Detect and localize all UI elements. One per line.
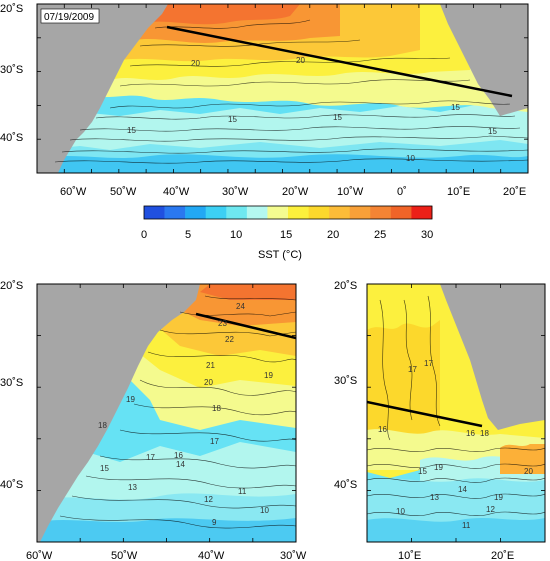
- colorbar-swatch: [390, 206, 412, 219]
- contour-label: 17: [210, 437, 219, 446]
- contour-label: 10: [406, 154, 415, 163]
- contour-label: 13: [430, 493, 439, 502]
- colorbar-tick-label: 30: [421, 229, 433, 241]
- lon-label: 30˚W: [280, 550, 307, 561]
- lon-label: 20˚W: [282, 186, 309, 198]
- lon-label: 10˚W: [337, 186, 364, 198]
- colorbar-tick-label: 25: [374, 229, 386, 241]
- contour-label: 19: [434, 463, 443, 472]
- colorbar-swatch: [370, 206, 392, 219]
- lon-label: 20˚E: [491, 550, 514, 561]
- contour-label: 18: [98, 421, 107, 430]
- date-label-box: 07/19/2009: [40, 8, 100, 24]
- contour-label: 20: [524, 467, 533, 476]
- contour-label: 10: [260, 506, 269, 515]
- contour-label: 15: [451, 103, 460, 112]
- contour-label: 16: [466, 429, 475, 438]
- lon-label: 10˚E: [398, 550, 421, 561]
- contour-label: 18: [212, 404, 221, 413]
- contour-label: 15: [228, 115, 237, 124]
- contour-label: 15: [127, 126, 136, 135]
- colorbar-tick-label: 20: [327, 229, 339, 241]
- contour-label: 15: [418, 467, 427, 476]
- lon-label: 60˚W: [26, 550, 53, 561]
- contour-label: 17: [146, 453, 155, 462]
- lon-label: 30˚W: [222, 186, 249, 198]
- colorbar-swatch: [226, 206, 248, 219]
- contour-label: 14: [176, 460, 185, 469]
- colorbar-swatch: [308, 206, 330, 219]
- lat-label: 40˚S: [0, 479, 23, 491]
- contour-label: 10: [396, 507, 405, 516]
- contour-label: 17: [424, 359, 433, 368]
- contour-label: 20: [296, 56, 305, 65]
- lon-label: 40˚W: [163, 186, 190, 198]
- contour-label: 15: [100, 464, 109, 473]
- contour-label: 15: [333, 113, 342, 122]
- contour-label: 20: [204, 378, 213, 387]
- contour-label: 16: [378, 425, 387, 434]
- colorbar-title: SST (°C): [258, 249, 302, 261]
- lon-label: 10˚E: [447, 186, 470, 198]
- lat-label: 20˚S: [0, 280, 23, 292]
- contour-label: 19: [494, 493, 503, 502]
- top-map-panel: 07/19/2009 20 20 15 15 15 15 10 15 20˚S …: [0, 3, 529, 198]
- colorbar-tick-label: 5: [185, 229, 191, 241]
- lon-label: 20˚E: [503, 186, 526, 198]
- contour-label: 23: [218, 319, 227, 328]
- bottom-left-map-panel: 24 23 22 21 20 19 19 18 18 17 17 16 15 1…: [0, 280, 307, 561]
- lat-label: 30˚S: [334, 375, 357, 387]
- colorbar-swatch: [205, 206, 227, 219]
- sst-colorbar: 0 5 10 15 20 25 30 SST (°C): [141, 205, 433, 261]
- contour-label: 11: [238, 487, 247, 496]
- contour-label: 13: [128, 483, 137, 492]
- contour-label: 17: [408, 365, 417, 374]
- lon-label: 50˚W: [110, 186, 137, 198]
- contour-label: 14: [458, 485, 467, 494]
- colorbar-tick-label: 0: [141, 229, 147, 241]
- colorbar-swatch: [329, 206, 351, 219]
- colorbar-tick-label: 10: [230, 229, 242, 241]
- contour-label: 24: [236, 302, 245, 311]
- lon-label: 50˚W: [111, 550, 138, 561]
- contour-label: 22: [225, 335, 234, 344]
- contour-label: 20: [191, 59, 200, 68]
- colorbar-swatch: [267, 206, 289, 219]
- contour-label: 16: [174, 451, 183, 460]
- contour-label: 15: [488, 127, 497, 136]
- bottom-right-map-panel: 19 18 17 17 16 16 15 14 20 19 10 11 12 1…: [334, 280, 546, 561]
- contour-label: 18: [480, 429, 489, 438]
- lon-label: 40˚W: [198, 550, 225, 561]
- contour-label: 11: [462, 521, 471, 530]
- colorbar-swatch: [144, 206, 165, 219]
- lon-label: 60˚W: [60, 186, 87, 198]
- contour-label: 19: [264, 371, 273, 380]
- lat-label: 40˚S: [334, 479, 357, 491]
- colorbar-swatch: [246, 206, 268, 219]
- contour-label: 21: [206, 361, 215, 370]
- lat-label: 20˚S: [334, 280, 357, 292]
- colorbar-swatch: [164, 206, 186, 219]
- lat-label: 30˚S: [0, 377, 23, 389]
- colorbar-swatch: [288, 206, 309, 219]
- contour-label: 19: [126, 395, 135, 404]
- lat-label: 40˚S: [0, 132, 23, 144]
- lat-label: 30˚S: [0, 64, 23, 76]
- lon-label: 0˚: [397, 186, 407, 198]
- colorbar-swatch: [185, 206, 207, 219]
- contour-label: 12: [486, 505, 495, 514]
- contour-label: 12: [204, 495, 213, 504]
- date-label: 07/19/2009: [44, 12, 94, 23]
- contour-label: 9: [212, 518, 217, 527]
- colorbar-swatch: [411, 206, 433, 219]
- lat-label: 20˚S: [0, 3, 23, 15]
- colorbar-swatch: [349, 206, 371, 219]
- colorbar-tick-label: 15: [280, 229, 292, 241]
